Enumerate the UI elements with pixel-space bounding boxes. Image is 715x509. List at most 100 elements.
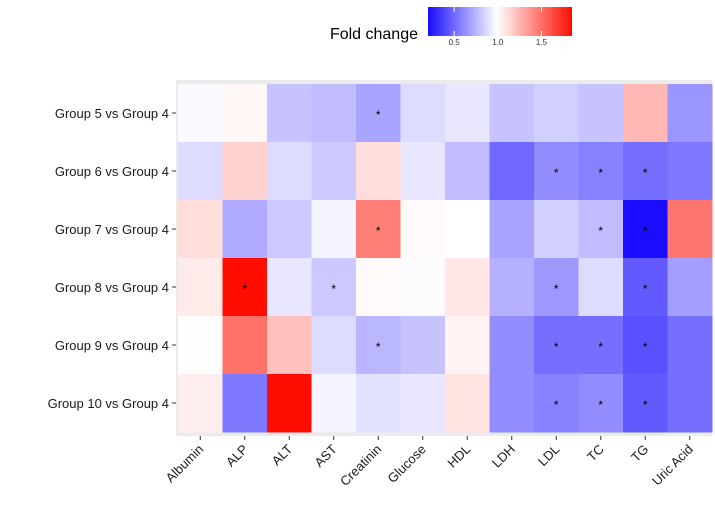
heatmap-cell — [400, 200, 446, 259]
significance-star: * — [643, 282, 648, 296]
heatmap-cell — [400, 142, 446, 201]
significance-star: * — [554, 166, 559, 180]
heatmap-cell — [267, 142, 312, 201]
significance-star: * — [554, 398, 559, 412]
heatmap-cell — [489, 258, 535, 317]
heatmap-cell — [534, 200, 579, 259]
heatmap-cell — [356, 142, 401, 201]
heatmap-cell — [445, 142, 490, 201]
heatmap-cell — [311, 374, 357, 433]
heatmap-cell — [267, 84, 312, 143]
heatmap-cell — [623, 258, 668, 317]
heatmap-cell — [178, 142, 223, 201]
y-tick-label: Group 10 vs Group 4 — [48, 396, 169, 411]
heatmap-cell — [445, 84, 490, 143]
significance-markers: * * * * * * * * * * * * * * * * * * — [242, 108, 648, 412]
heatmap-cell — [489, 316, 535, 375]
heatmap-cell — [667, 142, 713, 201]
significance-star: * — [598, 166, 603, 180]
heatmap-cell — [311, 200, 357, 259]
heatmap-cell — [356, 84, 401, 143]
heatmap-cell — [400, 84, 446, 143]
legend-tick-label: 1.0 — [492, 38, 504, 47]
significance-star: * — [643, 166, 648, 180]
x-tick-label: ALT — [269, 441, 296, 468]
heatmap-cell — [489, 142, 535, 201]
heatmap-cell — [623, 142, 668, 201]
heatmap-cell — [222, 316, 268, 375]
y-tick-label: Group 6 vs Group 4 — [55, 164, 169, 179]
significance-star: * — [598, 340, 603, 354]
y-tick-label: Group 9 vs Group 4 — [55, 338, 169, 353]
x-tick-label: TG — [628, 442, 651, 465]
significance-star: * — [376, 340, 381, 354]
heatmap-cell — [178, 258, 223, 317]
heatmap-cell — [445, 316, 490, 375]
heatmap-cell — [356, 374, 401, 433]
significance-star: * — [554, 282, 559, 296]
heatmap-cell — [489, 84, 535, 143]
heatmap-cell — [667, 316, 713, 375]
legend: Fold change 0.5 1.0 1.5 — [330, 7, 572, 47]
x-tick-label: LDH — [489, 442, 518, 471]
legend-colorbar — [428, 7, 572, 36]
heatmap-cell — [578, 200, 624, 259]
x-tick-label: Uric Acid — [649, 442, 696, 489]
heatmap-cell — [489, 200, 535, 259]
heatmap-cell — [623, 200, 668, 259]
y-tick-label: Group 7 vs Group 4 — [55, 222, 169, 237]
significance-star: * — [643, 224, 648, 238]
heatmap-cell — [311, 84, 357, 143]
heatmap-cell — [445, 200, 490, 259]
heatmap-cell — [311, 316, 357, 375]
significance-star: * — [242, 282, 247, 296]
heatmap-cell — [667, 200, 713, 259]
legend-tick-label: 0.5 — [449, 38, 461, 47]
heatmap-cell — [578, 142, 624, 201]
heatmap-cell — [400, 258, 446, 317]
x-tick-label: Creatinin — [337, 442, 384, 489]
heatmap-cell — [267, 258, 312, 317]
significance-star: * — [554, 340, 559, 354]
heatmap-cell — [489, 374, 535, 433]
legend-tick-label: 1.5 — [536, 38, 548, 47]
y-tick-label: Group 5 vs Group 4 — [55, 106, 169, 121]
heatmap-cell — [178, 200, 223, 259]
significance-star: * — [643, 398, 648, 412]
heatmap-cell — [267, 374, 312, 433]
heatmap-cell — [445, 374, 490, 433]
heatmap-cell — [222, 374, 268, 433]
x-tick-label: Glucose — [385, 442, 429, 486]
heatmap-cell — [222, 200, 268, 259]
significance-star: * — [331, 282, 336, 296]
heatmap-cell — [534, 84, 579, 143]
legend-title: Fold change — [330, 26, 418, 43]
heatmap-cell — [534, 316, 579, 375]
heatmap-cell — [267, 316, 312, 375]
significance-star: * — [598, 398, 603, 412]
heatmap-cell — [311, 258, 357, 317]
x-tick-label: Albumin — [163, 442, 207, 486]
significance-star: * — [598, 224, 603, 238]
heatmap-cell — [534, 258, 579, 317]
heatmap-cell — [667, 374, 713, 433]
x-tick-label: AST — [311, 441, 340, 470]
heatmap-cell — [222, 258, 268, 317]
heatmap-cell — [222, 84, 268, 143]
x-tick-label: TC — [584, 442, 607, 465]
heatmap-cell — [356, 258, 401, 317]
heatmap-cell — [667, 258, 713, 317]
heatmap-cell — [623, 84, 668, 143]
heatmap-cell — [222, 142, 268, 201]
x-tick-label: HDL — [444, 442, 473, 471]
heatmap-cell — [356, 200, 401, 259]
heatmap-cell — [623, 316, 668, 375]
heatmap-cell — [267, 200, 312, 259]
heatmap-cell — [623, 374, 668, 433]
x-tick-label: ALP — [223, 442, 251, 470]
y-tick-label: Group 8 vs Group 4 — [55, 280, 169, 295]
heatmap-cell — [400, 374, 446, 433]
heatmap-cell — [445, 258, 490, 317]
